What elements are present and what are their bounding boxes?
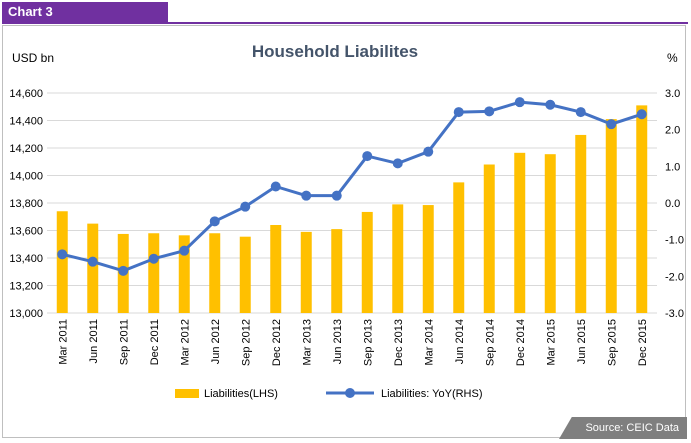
- chart-frame: [2, 25, 686, 438]
- category-tick-label: Mar 2013: [301, 319, 313, 365]
- right-axis-tick-label: 3.0: [665, 88, 680, 100]
- chart-number-tab: Chart 3: [2, 2, 168, 22]
- legend: Liabilities(LHS) Liabilities: YoY(RHS): [175, 388, 483, 400]
- bar: [361, 211, 373, 313]
- left-axis-tick-label: 13,200: [9, 281, 43, 293]
- left-axis-tick-label: 14,600: [9, 88, 43, 100]
- category-tick-label: Sep 2015: [606, 319, 618, 366]
- bar: [56, 211, 68, 313]
- bar: [300, 231, 312, 313]
- yoy-point: [148, 253, 159, 264]
- left-axis-tick-label: 14,400: [9, 116, 43, 128]
- category-tick-label: Sep 2014: [484, 319, 496, 366]
- yoy-point: [484, 106, 495, 117]
- bar: [575, 134, 587, 313]
- left-axis-tick-label: 13,000: [9, 308, 43, 320]
- yoy-point: [362, 151, 373, 162]
- category-tick-label: Dec 2013: [393, 319, 405, 366]
- yoy-point: [514, 97, 525, 108]
- yoy-point: [87, 256, 98, 267]
- right-axis-ticks: -3.0 -2.0 -1.0 0.0 1.0 2.0 3.0: [665, 88, 684, 320]
- category-tick-label: Mar 2011: [57, 319, 69, 365]
- line-series: [57, 97, 647, 276]
- yoy-point: [118, 265, 129, 276]
- bar: [422, 205, 434, 313]
- category-tick-label: Sep 2011: [118, 319, 130, 365]
- yoy-point: [392, 158, 403, 169]
- bar: [270, 225, 282, 313]
- category-tick-label: Jun 2011: [88, 319, 100, 363]
- left-axis-tick-label: 13,800: [9, 198, 43, 210]
- yoy-point: [179, 245, 190, 256]
- left-axis-unit: USD bn: [12, 51, 54, 65]
- right-axis-tick-label: -3.0: [665, 308, 684, 320]
- bar: [148, 233, 160, 313]
- yoy-point: [240, 201, 251, 212]
- bar: [209, 233, 221, 313]
- bar: [605, 119, 617, 313]
- yoy-point: [453, 107, 464, 118]
- category-tick-label: Dec 2014: [515, 319, 527, 366]
- category-tick-label: Sep 2012: [240, 319, 252, 366]
- left-axis-tick-label: 14,000: [9, 171, 43, 183]
- left-axis-tick-label: 14,200: [9, 143, 43, 155]
- left-axis-tick-label: 13,600: [9, 226, 43, 238]
- bar: [331, 229, 343, 313]
- yoy-point: [57, 249, 68, 260]
- bar: [87, 223, 99, 313]
- yoy-point: [545, 99, 556, 110]
- right-axis-tick-label: 2.0: [665, 125, 680, 137]
- bar: [483, 164, 495, 313]
- right-axis-tick-label: -1.0: [665, 235, 684, 247]
- bar: [453, 182, 465, 313]
- bar-series: [56, 105, 648, 313]
- gridlines: [47, 92, 657, 314]
- yoy-point: [423, 146, 434, 157]
- yoy-point: [301, 190, 312, 201]
- legend-line-marker: [345, 388, 355, 398]
- left-axis-tick-label: 13,400: [9, 253, 43, 265]
- chart-title: Household Liabilites: [252, 42, 418, 61]
- bar: [392, 204, 404, 313]
- category-tick-label: Jun 2014: [454, 319, 466, 364]
- category-tick-label: Mar 2012: [179, 319, 191, 365]
- bar: [514, 152, 526, 313]
- category-tick-label: Dec 2012: [271, 319, 283, 366]
- header-rule: [2, 22, 688, 24]
- bar: [178, 235, 190, 313]
- bar: [239, 236, 251, 313]
- bar: [544, 154, 556, 313]
- bar: [636, 105, 648, 313]
- yoy-point: [270, 181, 281, 192]
- left-axis-ticks: 13,000 13,200 13,400 13,600 13,800 14,000 14,2…: [9, 88, 43, 320]
- yoy-line: [61, 100, 643, 273]
- right-axis-tick-label: 0.0: [665, 198, 680, 210]
- category-tick-label: Mar 2014: [423, 319, 435, 365]
- category-tick-label: Dec 2015: [637, 319, 649, 366]
- source-note: Source: CEIC Data: [559, 417, 687, 439]
- category-tick-label: Jun 2013: [332, 319, 344, 364]
- right-axis-tick-label: 1.0: [665, 161, 680, 173]
- right-axis-unit: %: [667, 51, 678, 65]
- right-axis-tick-label: -2.0: [665, 271, 684, 283]
- yoy-point: [209, 216, 220, 227]
- category-axis-ticks: Mar 2011 Jun 2011 Sep 2011 Dec 2011 Mar 2012…: [57, 319, 649, 366]
- yoy-point: [606, 119, 617, 130]
- category-tick-label: Mar 2015: [545, 319, 557, 365]
- legend-bar-label: Liabilities(LHS): [204, 388, 278, 400]
- yoy-point: [331, 190, 342, 201]
- category-tick-label: Sep 2013: [362, 319, 374, 366]
- legend-bar-swatch: [175, 389, 199, 398]
- category-tick-label: Jun 2015: [576, 319, 588, 364]
- legend-line-label: Liabilities: YoY(RHS): [381, 388, 483, 400]
- yoy-point: [636, 109, 647, 120]
- category-tick-label: Jun 2012: [210, 319, 222, 364]
- category-tick-label: Dec 2011: [149, 319, 161, 365]
- yoy-point: [575, 107, 586, 118]
